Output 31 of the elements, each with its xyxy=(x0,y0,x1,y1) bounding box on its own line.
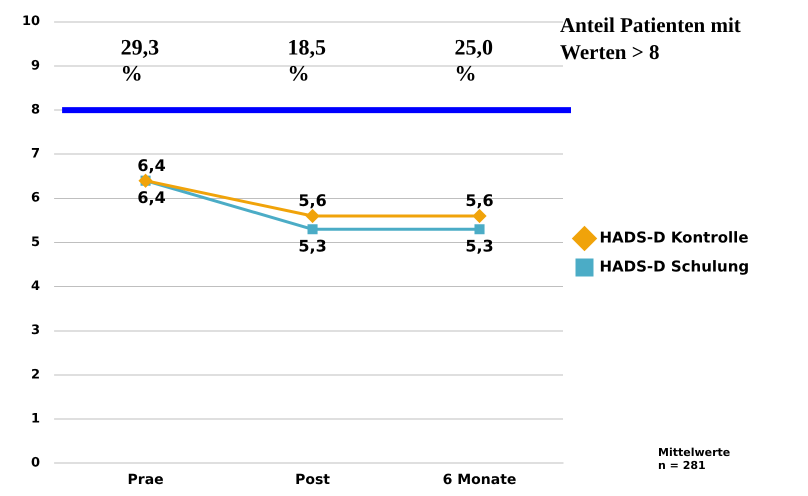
data-label: 5,6 xyxy=(465,191,494,210)
annotation: 18,5 % xyxy=(288,34,326,86)
data-label: 6,4 xyxy=(137,188,166,207)
y-tick-label: 4 xyxy=(31,279,40,294)
text: Mittelwerte n = 281 xyxy=(658,446,730,472)
y-tick-label: 8 xyxy=(31,102,40,118)
y-tick-label: 10 xyxy=(22,14,40,30)
data-label: 6,4 xyxy=(137,156,166,175)
y-tick-label: 0 xyxy=(31,456,40,471)
y-tick-label: 6 xyxy=(31,190,40,206)
data-label: 5,3 xyxy=(465,236,494,256)
point xyxy=(473,210,486,223)
point xyxy=(308,224,318,234)
point xyxy=(306,210,320,223)
legend-label: HADS-D Schulung xyxy=(600,257,750,276)
y-tick-label: 1 xyxy=(31,411,40,426)
data-label: 5,6 xyxy=(298,191,327,210)
point xyxy=(474,224,485,234)
annotation: 25,0 % xyxy=(454,34,494,86)
text: Anteil Patienten mit Werten > 8 xyxy=(560,12,742,66)
y-tick-label: 5 xyxy=(31,234,40,250)
x-tick-label: Prae xyxy=(128,472,164,488)
y-tick-label: 3 xyxy=(31,323,40,338)
data-label: 5,3 xyxy=(298,236,327,256)
y-tick-label: 9 xyxy=(31,58,40,74)
annotation: 29,3 % xyxy=(120,34,160,86)
x-tick-label: Post xyxy=(295,472,330,488)
legend-label: HADS-D Kontrolle xyxy=(600,228,748,246)
y-tick-label: 2 xyxy=(31,367,40,382)
x-tick-label: 6 Monate xyxy=(442,472,516,488)
y-tick-label: 7 xyxy=(31,146,40,162)
